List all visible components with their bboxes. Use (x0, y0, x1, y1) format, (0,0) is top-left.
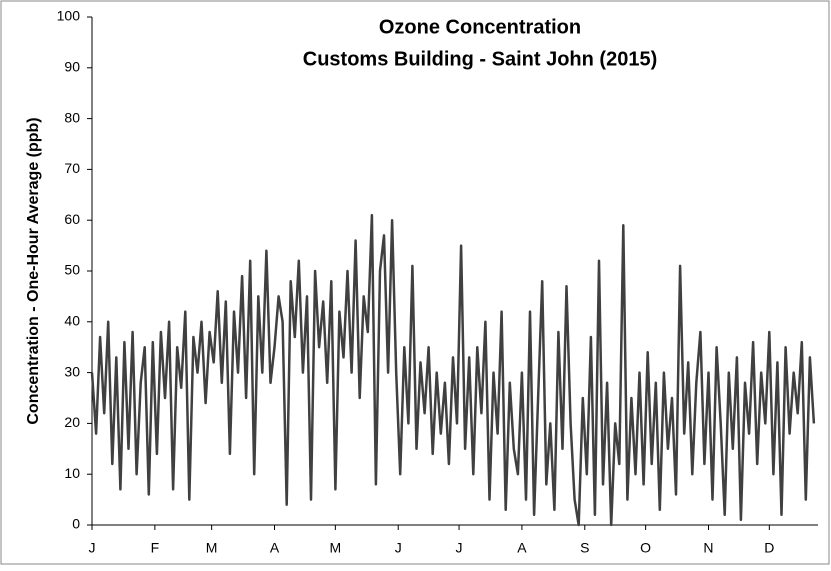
x-tick-label: J (395, 540, 402, 556)
x-tick-label: J (89, 540, 96, 556)
y-tick-label: 50 (64, 262, 80, 278)
x-tick-label: M (330, 540, 342, 556)
y-tick-label: 80 (64, 109, 80, 125)
data-line (90, 213, 816, 527)
x-tick-label: A (270, 540, 280, 556)
x-tick-label: A (517, 540, 527, 556)
chart-title: Ozone Concentration (379, 16, 581, 38)
y-tick-label: 30 (64, 363, 80, 379)
y-tick-label: 0 (72, 516, 80, 532)
y-tick-label: 60 (64, 211, 80, 227)
chart-subtitle: Customs Building - Saint John (2015) (303, 48, 657, 70)
y-tick-label: 10 (64, 465, 80, 481)
x-tick-label: S (580, 540, 589, 556)
x-tick-label: N (703, 540, 713, 556)
y-axis-label: Concentration - One-Hour Average (ppb) (25, 117, 42, 424)
x-tick-label: J (456, 540, 463, 556)
y-tick-label: 20 (64, 414, 80, 430)
y-tick-label: 90 (64, 59, 80, 75)
x-tick-label: M (206, 540, 218, 556)
y-tick-label: 70 (64, 160, 80, 176)
x-tick-label: F (151, 540, 160, 556)
x-tick-label: O (640, 540, 651, 556)
x-tick-label: D (764, 540, 774, 556)
y-tick-label: 40 (64, 313, 80, 329)
y-tick-label: 100 (57, 8, 81, 24)
